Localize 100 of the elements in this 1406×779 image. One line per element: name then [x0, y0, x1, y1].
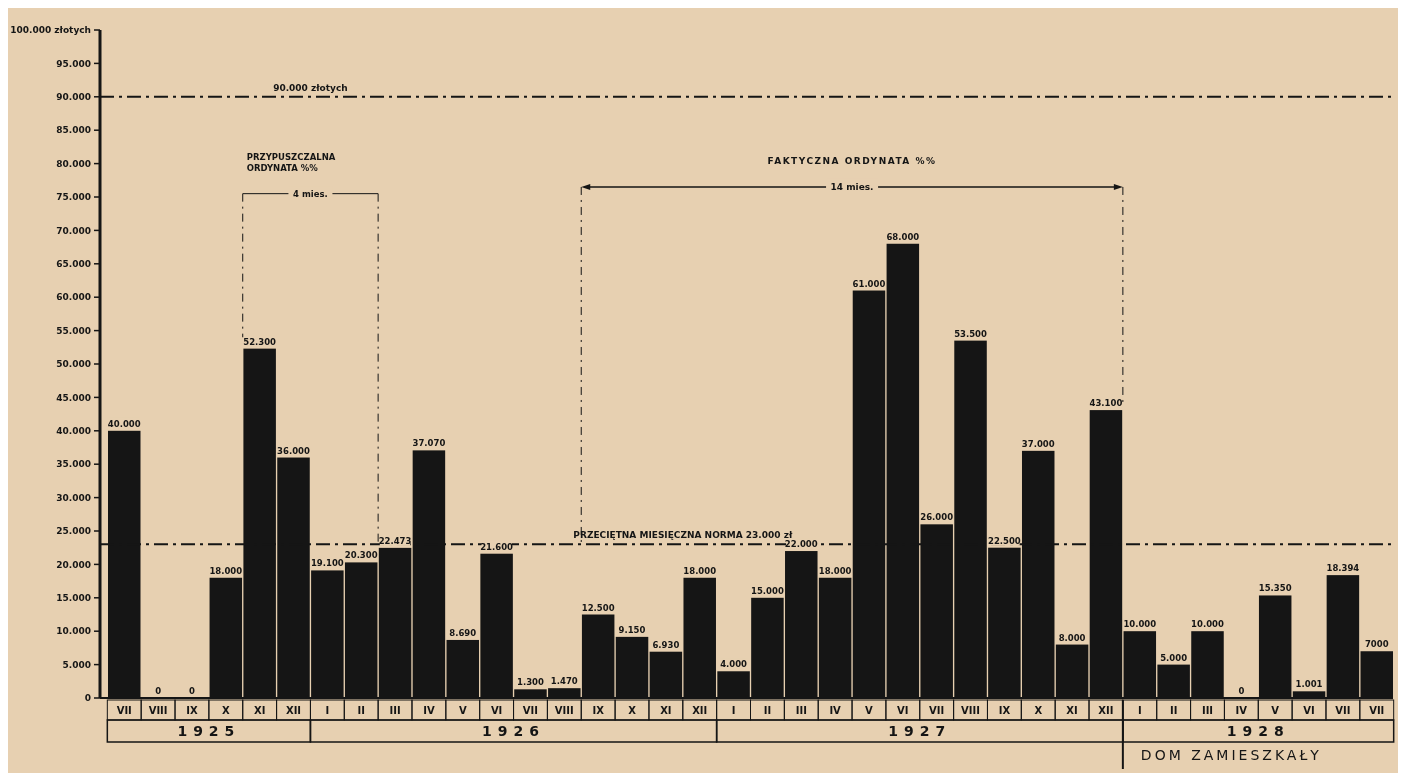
- data-label: 0: [1238, 686, 1245, 696]
- x-tick-label: II: [1169, 704, 1178, 716]
- text: 1927: [888, 722, 952, 739]
- data-label: 18.000: [818, 565, 852, 576]
- x-tick-label: I: [731, 704, 736, 716]
- y-tick-label: 55.000: [56, 325, 91, 336]
- data-label: 20.300: [344, 550, 378, 561]
- y-tick-label: 85.000: [56, 125, 91, 136]
- y-tick-label: 70.000: [56, 225, 91, 236]
- x-tick-label: V: [865, 704, 874, 716]
- y-tick-label: 30.000: [56, 492, 91, 503]
- data-label: 5.000: [1160, 652, 1188, 663]
- x-tick-label: II: [763, 704, 772, 716]
- ref-line-label: 90.000 złotych: [273, 82, 348, 93]
- y-tick-label: 50.000: [56, 359, 91, 370]
- annotation: FAKTYCZNA ORDYNATA %%: [767, 155, 937, 166]
- data-label: 4.000: [720, 659, 748, 670]
- annotation: 4 mies.: [293, 188, 328, 199]
- x-tick-label: VII: [522, 704, 539, 716]
- x-tick-label: VIII: [961, 704, 980, 716]
- data-label: 53.500: [954, 328, 988, 339]
- data-label: 6.930: [652, 639, 680, 650]
- x-tick-label: XI: [660, 704, 672, 716]
- y-tick-label: 100.000 złotych: [10, 25, 91, 36]
- x-tick-label: VII: [116, 704, 132, 716]
- data-label: 22.473: [378, 535, 412, 546]
- x-tick-label: VIII: [554, 704, 574, 716]
- x-tick-label: XII: [285, 704, 302, 716]
- data-label: 15.350: [1258, 583, 1292, 594]
- data-label: 37.000: [1021, 438, 1055, 449]
- ref-line-label: PRZECIĘTNA MIESIĘCZNA NORMA 23.000 zł: [573, 530, 793, 541]
- x-tick-label: X: [221, 704, 230, 716]
- x-tick-label: IV: [423, 704, 435, 716]
- y-tick-label: 15.000: [56, 592, 91, 603]
- annotation: PRZYPUSZCZALNA ORDYNATA %%: [246, 152, 336, 174]
- y-tick-label: 20.000: [56, 559, 91, 570]
- text: DOM ZAMIESZKAŁY: [1140, 747, 1322, 763]
- data-label: 22.500: [987, 535, 1021, 546]
- x-tick-label: III: [389, 704, 401, 716]
- data-label: 26.000: [920, 512, 954, 523]
- y-tick-label: 35.000: [56, 459, 91, 470]
- text: 1928: [1226, 722, 1290, 739]
- data-label: 7000: [1364, 639, 1389, 650]
- x-tick-label: VIII: [148, 704, 168, 716]
- annotation: 14 mies.: [830, 181, 874, 192]
- x-tick-label: V: [458, 704, 467, 716]
- x-tick-label: VI: [1303, 704, 1315, 716]
- data-label: 8.000: [1058, 632, 1086, 643]
- data-label: 18.000: [683, 565, 717, 576]
- data-label: 61.000: [852, 278, 886, 289]
- x-tick-label: IX: [998, 704, 1011, 716]
- x-tick-label: I: [325, 704, 330, 716]
- data-label: 9.150: [618, 624, 646, 635]
- y-tick-label: 95.000: [56, 58, 91, 69]
- data-label: 52.300: [243, 336, 277, 347]
- data-label: 8.690: [449, 627, 477, 638]
- x-tick-label: VII: [1335, 704, 1351, 716]
- x-tick-label: V: [1271, 704, 1280, 716]
- x-tick-label: VI: [897, 704, 909, 716]
- y-tick-label: 0: [84, 693, 91, 704]
- data-label: 12.500: [581, 602, 615, 613]
- data-label: 0: [155, 686, 162, 696]
- x-tick-label: XII: [1098, 704, 1114, 716]
- x-tick-label: II: [357, 704, 365, 716]
- y-tick-label: 90.000: [56, 91, 91, 102]
- x-tick-label: VII: [929, 704, 945, 716]
- y-tick-label: 40.000: [56, 425, 91, 436]
- data-label: 1.470: [550, 676, 578, 687]
- x-tick-label: X: [628, 704, 637, 716]
- x-tick-label: III: [795, 704, 807, 716]
- data-label: 68.000: [886, 231, 920, 242]
- data-label: 21.600: [480, 541, 514, 552]
- x-tick-label: III: [1201, 704, 1214, 716]
- data-label: 19.100: [310, 558, 344, 569]
- y-tick-label: 10.000: [56, 626, 91, 637]
- x-tick-label: I: [1137, 704, 1142, 716]
- data-label: 10.000: [1191, 619, 1224, 630]
- data-label: 18.000: [209, 565, 243, 576]
- data-label: 18.394: [1326, 563, 1360, 574]
- x-tick-label: XI: [253, 704, 266, 716]
- data-label: 1.300: [517, 677, 544, 688]
- y-tick-label: 5.000: [62, 659, 91, 670]
- data-label: 15.000: [751, 585, 784, 596]
- y-tick-label: 60.000: [56, 292, 91, 303]
- data-label: 22.000: [784, 539, 818, 550]
- data-label: 0: [188, 686, 195, 696]
- x-tick-label: XII: [692, 704, 708, 716]
- text: 1926: [482, 722, 546, 739]
- x-tick-label: X: [1034, 704, 1043, 716]
- data-label: 10.000: [1123, 619, 1157, 630]
- x-tick-label: IV: [829, 704, 842, 716]
- y-tick-label: 45.000: [56, 392, 91, 403]
- y-tick-label: 75.000: [56, 192, 91, 203]
- y-tick-label: 65.000: [56, 258, 91, 269]
- x-tick-label: IV: [1235, 704, 1248, 716]
- data-label: 1.001: [1295, 679, 1323, 690]
- y-tick-label: 25.000: [56, 526, 91, 537]
- data-label: 36.000: [277, 445, 310, 456]
- data-label: 37.070: [412, 438, 446, 449]
- data-label: 43.100: [1089, 398, 1123, 409]
